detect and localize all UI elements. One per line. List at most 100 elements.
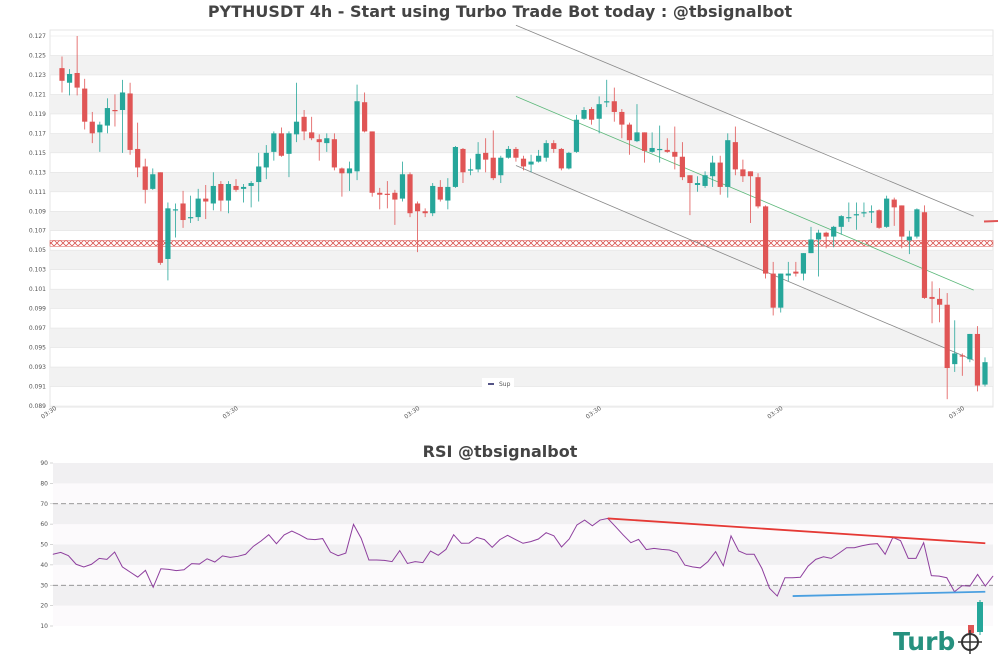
- y-tick-label: 0.095: [29, 345, 46, 352]
- legend: Sup: [482, 378, 514, 390]
- y-tick-label: 0.107: [29, 228, 46, 235]
- y-tick-label: 0.105: [29, 247, 46, 254]
- candles: [59, 36, 988, 400]
- candle-down: [316, 139, 322, 143]
- candle-down: [899, 205, 905, 237]
- grid-band: [50, 211, 993, 231]
- rsi-point: [337, 555, 339, 557]
- candle-up: [119, 92, 126, 110]
- rsi-point: [75, 563, 77, 565]
- candle-up: [475, 153, 481, 170]
- candle-up: [452, 147, 459, 187]
- rsi-point: [884, 553, 886, 555]
- rsi-point: [661, 549, 662, 550]
- rsi-point: [969, 585, 971, 587]
- candle-down: [301, 116, 307, 132]
- candle-up: [150, 174, 156, 189]
- candle-down: [641, 132, 648, 151]
- turbo-logo: Turb: [893, 600, 983, 656]
- candle-up: [104, 108, 110, 126]
- rsi-point: [599, 519, 601, 521]
- rsi-point: [931, 575, 932, 576]
- rsi-point: [276, 543, 277, 544]
- rsi-point: [769, 588, 770, 589]
- candle-down: [157, 172, 163, 263]
- grid-band: [50, 328, 993, 348]
- rsi-point: [815, 559, 817, 560]
- rsi-y-tick-label: 90: [40, 460, 48, 467]
- rsi-grid-band: [53, 503, 993, 525]
- rsi-y-tick-label: 50: [40, 542, 48, 549]
- rsi-point: [622, 534, 624, 536]
- rsi-point: [638, 539, 639, 540]
- candle-down: [59, 68, 65, 81]
- rsi-point: [68, 555, 69, 557]
- candle-down: [142, 166, 148, 190]
- rsi-point: [52, 553, 54, 555]
- rsi-point: [977, 574, 978, 575]
- rsi-point: [753, 553, 755, 555]
- candle-up: [853, 214, 859, 216]
- candle-down: [937, 298, 943, 305]
- rsi-point: [568, 538, 570, 540]
- candle-down: [74, 73, 80, 88]
- rsi-point: [391, 561, 393, 562]
- rsi-point: [869, 543, 871, 545]
- rsi-point: [584, 519, 585, 521]
- last-price-marker: [983, 220, 999, 223]
- candle-up: [725, 140, 731, 187]
- rsi-point: [730, 535, 732, 537]
- y-tick-label: 0.111: [29, 189, 46, 196]
- candle-down: [490, 157, 496, 179]
- rsi-point: [137, 576, 139, 578]
- logo-candle-down: [968, 625, 974, 633]
- candle-down: [339, 168, 345, 174]
- rsi-point: [538, 538, 539, 540]
- candle-down: [309, 132, 315, 139]
- rsi-point: [854, 547, 855, 549]
- candle-up: [248, 183, 254, 186]
- rsi-point: [915, 558, 917, 559]
- candle-down: [483, 152, 489, 160]
- rsi-point: [299, 534, 300, 536]
- rsi-point: [237, 556, 239, 557]
- rsi-point: [761, 568, 763, 569]
- y-tick-label: 0.103: [29, 267, 46, 274]
- rsi-point: [353, 524, 354, 525]
- crosshair-icon: [958, 630, 982, 654]
- rsi-trendline-resistance: [607, 517, 986, 545]
- legend-box: [482, 378, 514, 390]
- y-tick-label: 0.113: [29, 169, 46, 176]
- rsi-point: [360, 538, 362, 539]
- candle-down: [377, 192, 383, 195]
- rsi-point: [291, 530, 293, 532]
- candle-up: [430, 185, 436, 214]
- rsi-point: [946, 577, 948, 579]
- candle-up: [286, 133, 292, 154]
- rsi-point: [776, 595, 778, 597]
- rsi-point: [260, 540, 262, 542]
- candle-down: [626, 124, 633, 141]
- grid-band: [50, 55, 993, 75]
- y-tick-label: 0.097: [29, 325, 46, 332]
- candle-down: [793, 271, 799, 274]
- rsi-y-tick-label: 60: [40, 521, 48, 528]
- candle-down: [974, 333, 981, 386]
- candle-up: [346, 168, 353, 174]
- rsi-point: [615, 526, 616, 527]
- candle-up: [566, 152, 572, 169]
- rsi-point: [514, 539, 516, 540]
- candle-down: [770, 273, 776, 308]
- candle-up: [172, 209, 179, 211]
- candle-down: [558, 148, 564, 169]
- candle-up: [785, 273, 791, 276]
- rsi-point: [430, 550, 431, 552]
- rsi-point: [838, 552, 840, 554]
- candle-down: [414, 203, 421, 212]
- rsi-point: [437, 554, 439, 556]
- rsi-point: [545, 532, 547, 533]
- rsi-point: [692, 566, 693, 568]
- candle-down: [437, 186, 443, 200]
- candle-down: [233, 185, 239, 190]
- rsi-point: [576, 524, 578, 526]
